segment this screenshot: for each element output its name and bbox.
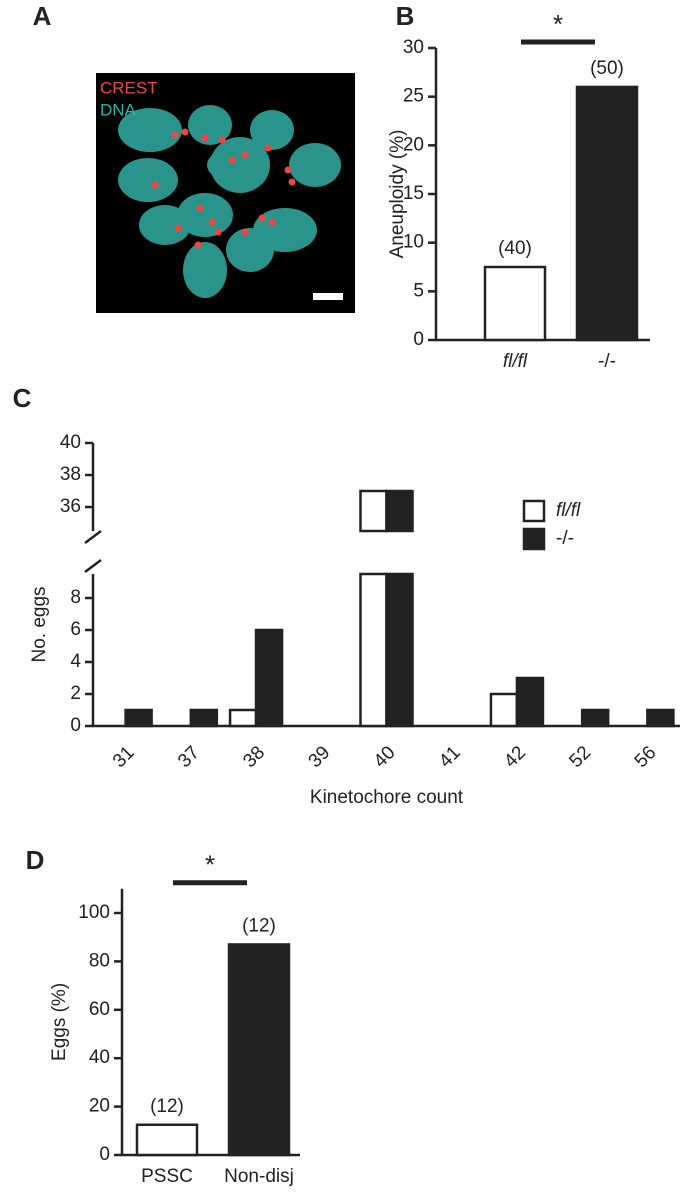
x-tick-label: 40 [370,742,400,772]
y-tick-label: 100 [78,902,110,923]
x-tick-label: 38 [239,742,269,772]
legend-label: -/- [556,528,574,549]
y-tick-label: 30 [403,37,424,58]
y-axis-label: Aneuploidy (%) [387,130,408,259]
bar-annotation: (50) [590,58,624,79]
y-tick-label: 8 [70,587,81,608]
x-tick-label: Non-disj [224,1166,294,1187]
y-tick-label: 38 [60,464,81,485]
y-axis-label: Eggs (%) [49,983,70,1061]
bar [646,708,675,728]
y-tick-label: 0 [70,715,81,736]
x-tick-label: -/- [598,351,616,372]
y-tick-label: 20 [403,134,424,155]
y-tick-label: 36 [60,496,81,517]
bar [189,708,219,728]
bar [135,1123,199,1157]
y-tick-label: 15 [403,183,424,204]
bar [515,676,545,728]
x-tick-label: 31 [109,742,139,772]
y-tick-label: 60 [89,999,110,1020]
y-tick-label: 10 [403,232,424,253]
bar [489,692,519,728]
legend-swatch [522,499,546,523]
y-tick-label: 0 [99,1144,110,1165]
legend-label: fl/fl [556,500,581,521]
panel-letter: B [396,1,415,31]
bar [575,85,639,342]
significance-mark: * [205,850,215,880]
significance-mark: * [553,9,563,39]
y-tick-label: 2 [70,683,81,704]
y-tick-label: 4 [70,651,81,672]
x-tick-label: 37 [174,742,204,772]
y-tick-label: 40 [60,432,81,453]
bar [359,572,388,728]
bar [580,708,610,728]
panel-letter: D [26,845,45,875]
y-tick-label: 0 [413,329,424,350]
y-tick-label: 40 [89,1047,110,1068]
y-tick-label: 6 [70,619,81,640]
y-tick-label: 20 [89,1096,110,1117]
x-tick-label: fl/fl [503,351,528,372]
y-axis-label: No. eggs [29,586,50,662]
micrograph [96,73,355,313]
x-tick-label: PSSC [141,1166,193,1187]
bar [385,489,414,533]
bar-annotation: (40) [498,238,532,259]
bar [227,943,291,1157]
y-tick-label: 80 [89,950,110,971]
bar [124,708,153,728]
panel-letter: C [13,383,32,413]
stain-label: CREST [100,78,158,97]
y-tick-label: 5 [413,280,424,301]
axis-break [84,530,102,573]
x-axis-label: Kinetochore count [310,787,464,808]
bar-annotation: (12) [150,1096,184,1117]
x-tick-label: 39 [305,742,335,772]
bar [254,628,284,728]
x-tick-label: 42 [500,742,530,772]
y-tick-label: 25 [403,86,424,107]
legend-swatch [522,527,546,551]
bar-annotation: (12) [242,915,276,936]
bar [359,489,388,533]
x-tick-label: 56 [631,742,661,772]
bar [385,572,414,728]
x-tick-label: 41 [435,742,465,772]
stain-label: DNA [100,100,137,119]
bar [483,265,547,342]
bar [228,708,258,728]
x-tick-label: 52 [565,742,595,772]
panel-letter: A [33,1,52,31]
